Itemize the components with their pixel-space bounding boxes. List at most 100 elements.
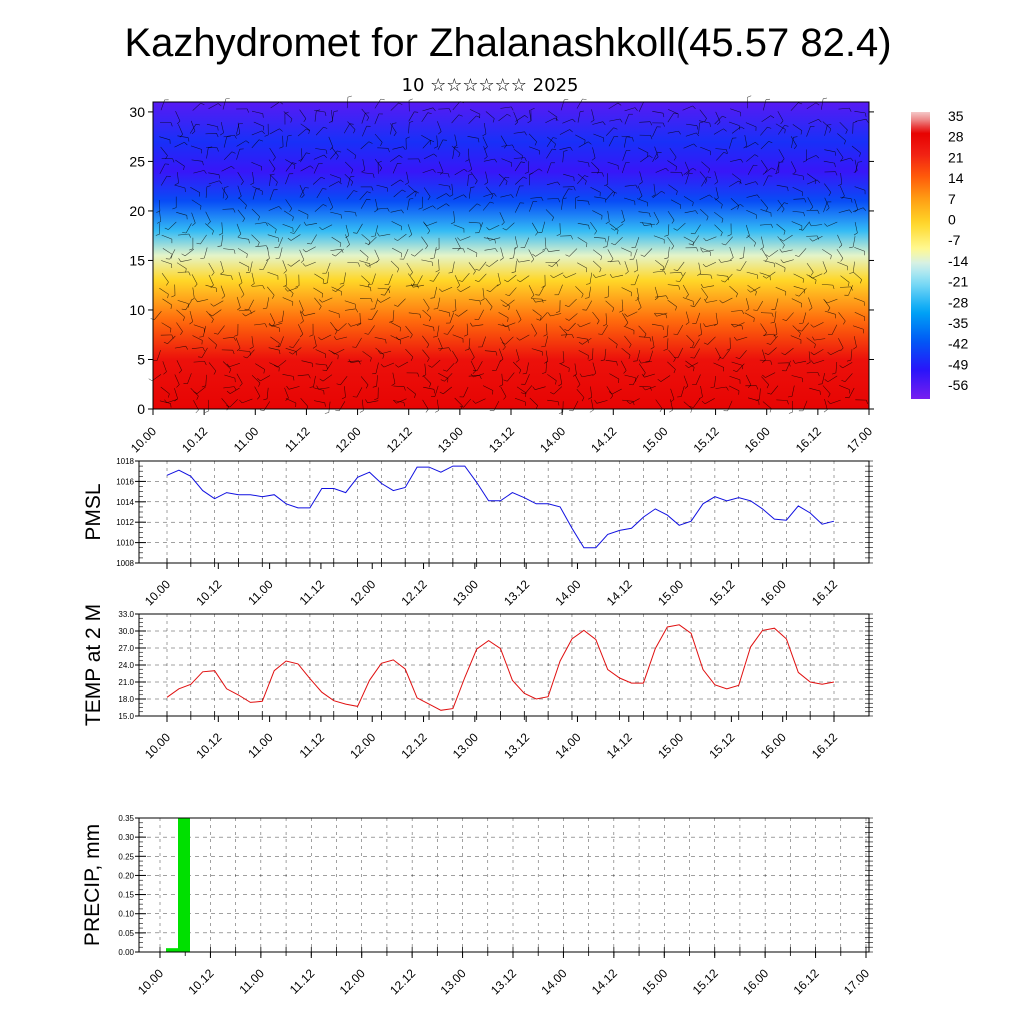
y-tick-label: 5 bbox=[137, 351, 145, 367]
y-tick-label: 20 bbox=[129, 203, 145, 219]
temperature-ylabel: TEMP at 2 M bbox=[82, 604, 105, 726]
colorbar-label: -42 bbox=[948, 336, 968, 352]
y-tick-label: 21.0 bbox=[118, 678, 134, 687]
x-tick-label: 10.12 bbox=[193, 577, 224, 608]
pmsl-frame bbox=[138, 460, 870, 564]
y-tick-label: 15 bbox=[129, 252, 145, 268]
precipitation-frame bbox=[138, 817, 870, 953]
temperature-panel: TEMP at 2 M 15.0 18.0 21.0 24.0 27.0 30.0 33.0… bbox=[82, 604, 873, 761]
y-tick-label: 0.30 bbox=[118, 833, 134, 842]
x-tick-label: 12.00 bbox=[347, 577, 378, 608]
colorbar-label: 28 bbox=[948, 129, 964, 145]
x-tick-label: 16.12 bbox=[791, 966, 822, 997]
x-tick-label: 17.00 bbox=[841, 966, 872, 997]
x-tick-label: 16.00 bbox=[758, 730, 789, 761]
x-tick-label: 13.12 bbox=[501, 730, 532, 761]
colorbar-label: 21 bbox=[948, 149, 964, 165]
y-tick-label: 30.0 bbox=[118, 627, 134, 636]
colorbar-labels: 35 28 21 14 7 0 -7 -14 -21 -28 -35 -42 -49 -56 bbox=[948, 108, 968, 393]
chart-subtitle: 10 ☆☆☆☆☆☆ 2025 bbox=[402, 75, 579, 96]
x-tick-label: 14.00 bbox=[552, 577, 583, 608]
colorbar-label: 14 bbox=[948, 170, 964, 186]
x-tick-label: 17.00 bbox=[844, 424, 875, 455]
x-tick-label: 13.00 bbox=[450, 577, 481, 608]
x-tick-label: 12.12 bbox=[399, 730, 430, 761]
y-tick-label: 33.0 bbox=[118, 610, 134, 619]
wind-barbs bbox=[148, 95, 869, 414]
x-tick-label: 14.00 bbox=[538, 966, 569, 997]
y-tick-label: 0.15 bbox=[118, 891, 134, 900]
x-tick-label: 15.00 bbox=[639, 424, 670, 455]
x-tick-label: 13.12 bbox=[488, 966, 519, 997]
x-tick-label: 11.12 bbox=[287, 966, 318, 997]
x-tick-label: 12.12 bbox=[384, 424, 415, 455]
x-tick-label: 15.12 bbox=[706, 730, 737, 761]
x-tick-label: 16.12 bbox=[809, 577, 840, 608]
temperature-cross-section: 0 5 10 15 20 25 30 10.00 10.12 11.00 11.12 12.00 12… bbox=[128, 95, 875, 455]
chart-title: Kazhydromet for Zhalanashkoll(45.57 82.4… bbox=[124, 21, 891, 65]
temperature-frame bbox=[138, 613, 870, 717]
y-tick-label: 18.0 bbox=[118, 695, 134, 704]
colorbar-label: -49 bbox=[948, 356, 968, 372]
x-tick-label: 11.12 bbox=[297, 730, 328, 761]
x-tick-label: 16.00 bbox=[742, 424, 773, 455]
x-tick-label: 10.00 bbox=[142, 730, 173, 761]
y-tick-label: 0.10 bbox=[118, 910, 134, 919]
y-tick-label: 15.0 bbox=[118, 712, 134, 721]
colorbar-label: 35 bbox=[948, 108, 964, 124]
y-tick-label: 30 bbox=[129, 104, 145, 120]
colorbar-label: -56 bbox=[948, 377, 968, 393]
y-tick-label: 0.35 bbox=[118, 814, 134, 823]
y-tick-label: 27.0 bbox=[118, 644, 134, 653]
x-tick-label: 15.12 bbox=[691, 424, 722, 455]
x-tick-label: 12.12 bbox=[399, 577, 430, 608]
colorbar-label: 7 bbox=[948, 191, 956, 207]
pmsl-panel: PMSL 1008 1010 1012 1014 1016 1018 10.00 10.12 1… bbox=[82, 457, 873, 608]
x-tick-label: 14.12 bbox=[604, 577, 635, 608]
heatmap-x-axis: 10.00 10.12 11.00 11.12 12.00 12.12 13.00 13.12… bbox=[128, 409, 875, 455]
temperature-line bbox=[166, 624, 835, 711]
x-tick-label: 12.00 bbox=[337, 966, 368, 997]
y-tick-label: 0.20 bbox=[118, 871, 134, 880]
x-tick-label: 16.00 bbox=[740, 966, 771, 997]
x-tick-label: 15.00 bbox=[655, 730, 686, 761]
precip-bar bbox=[178, 818, 190, 952]
heatmap-field bbox=[153, 102, 869, 409]
precipitation-panel: PRECIP, mm 0.00 0.05 0.10 0.15 0.20 0.25 0.30 0… bbox=[81, 814, 873, 997]
y-tick-label: 1012 bbox=[116, 518, 134, 527]
colorbar-label: -7 bbox=[948, 232, 961, 248]
precipitation-ylabel: PRECIP, mm bbox=[81, 824, 104, 946]
x-tick-label: 16.12 bbox=[809, 730, 840, 761]
x-tick-label: 14.12 bbox=[589, 966, 620, 997]
x-tick-label: 13.00 bbox=[435, 424, 466, 455]
pmsl-ylabel: PMSL bbox=[82, 483, 105, 540]
x-tick-label: 11.00 bbox=[245, 730, 276, 761]
x-tick-label: 11.12 bbox=[297, 577, 328, 608]
y-tick-label: 25 bbox=[129, 153, 145, 169]
x-tick-label: 10.00 bbox=[128, 424, 159, 455]
y-tick-label: 1008 bbox=[116, 559, 134, 568]
x-tick-label: 15.00 bbox=[655, 577, 686, 608]
x-tick-label: 13.12 bbox=[501, 577, 532, 608]
y-tick-label: 0.25 bbox=[118, 852, 134, 861]
y-tick-label: 0 bbox=[137, 401, 145, 417]
x-tick-label: 14.12 bbox=[604, 730, 635, 761]
colorbar-ramp bbox=[911, 112, 930, 399]
x-tick-label: 13.00 bbox=[450, 730, 481, 761]
y-tick-label: 1018 bbox=[116, 457, 134, 466]
colorbar-label: 0 bbox=[948, 212, 956, 228]
x-tick-label: 10.12 bbox=[179, 424, 210, 455]
colorbar-label: -35 bbox=[948, 315, 968, 331]
colorbar: 35 28 21 14 7 0 -7 -14 -21 -28 -35 -42 -49 -56 bbox=[911, 108, 968, 399]
x-tick-label: 11.12 bbox=[282, 424, 313, 455]
y-tick-label: 24.0 bbox=[118, 661, 134, 670]
x-tick-label: 15.12 bbox=[706, 577, 737, 608]
x-tick-label: 10.00 bbox=[142, 577, 173, 608]
x-tick-label: 13.00 bbox=[438, 966, 469, 997]
x-tick-label: 16.00 bbox=[758, 577, 789, 608]
precip-bar bbox=[166, 948, 178, 952]
colorbar-label: -28 bbox=[948, 294, 968, 310]
y-tick-label: 1010 bbox=[116, 539, 134, 548]
x-tick-label: 11.00 bbox=[231, 424, 262, 455]
y-tick-label: 0.00 bbox=[118, 948, 134, 957]
